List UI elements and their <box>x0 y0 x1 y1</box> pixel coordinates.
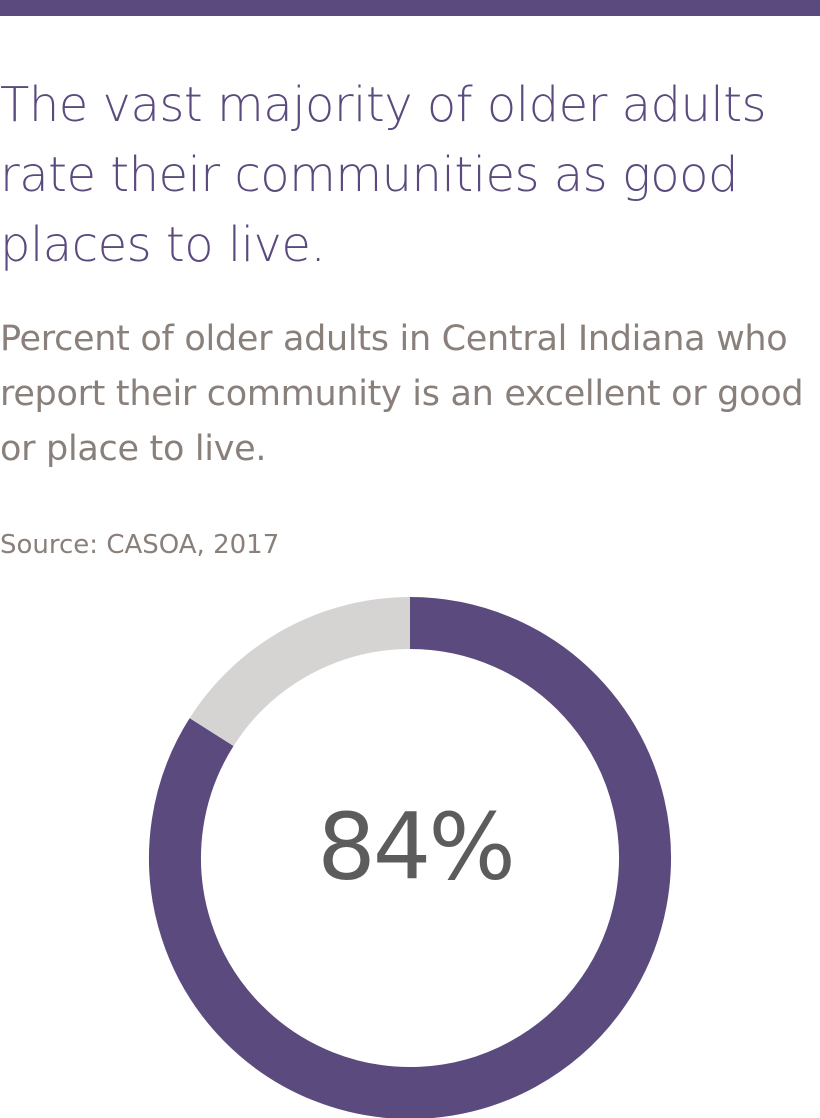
subtitle: Percent of older adults in Central India… <box>0 319 804 469</box>
donut-segment-remainder <box>189 597 411 747</box>
center-value-label: 84% <box>317 793 512 900</box>
donut-segment-excellent-or-good <box>149 597 671 1118</box>
donut-chart: 84% <box>149 597 671 1118</box>
headline: The vast majority of older adults rate t… <box>0 77 767 273</box>
source-note: Source: CASOA, 2017 <box>0 530 280 560</box>
top-accent-bar <box>0 0 820 16</box>
